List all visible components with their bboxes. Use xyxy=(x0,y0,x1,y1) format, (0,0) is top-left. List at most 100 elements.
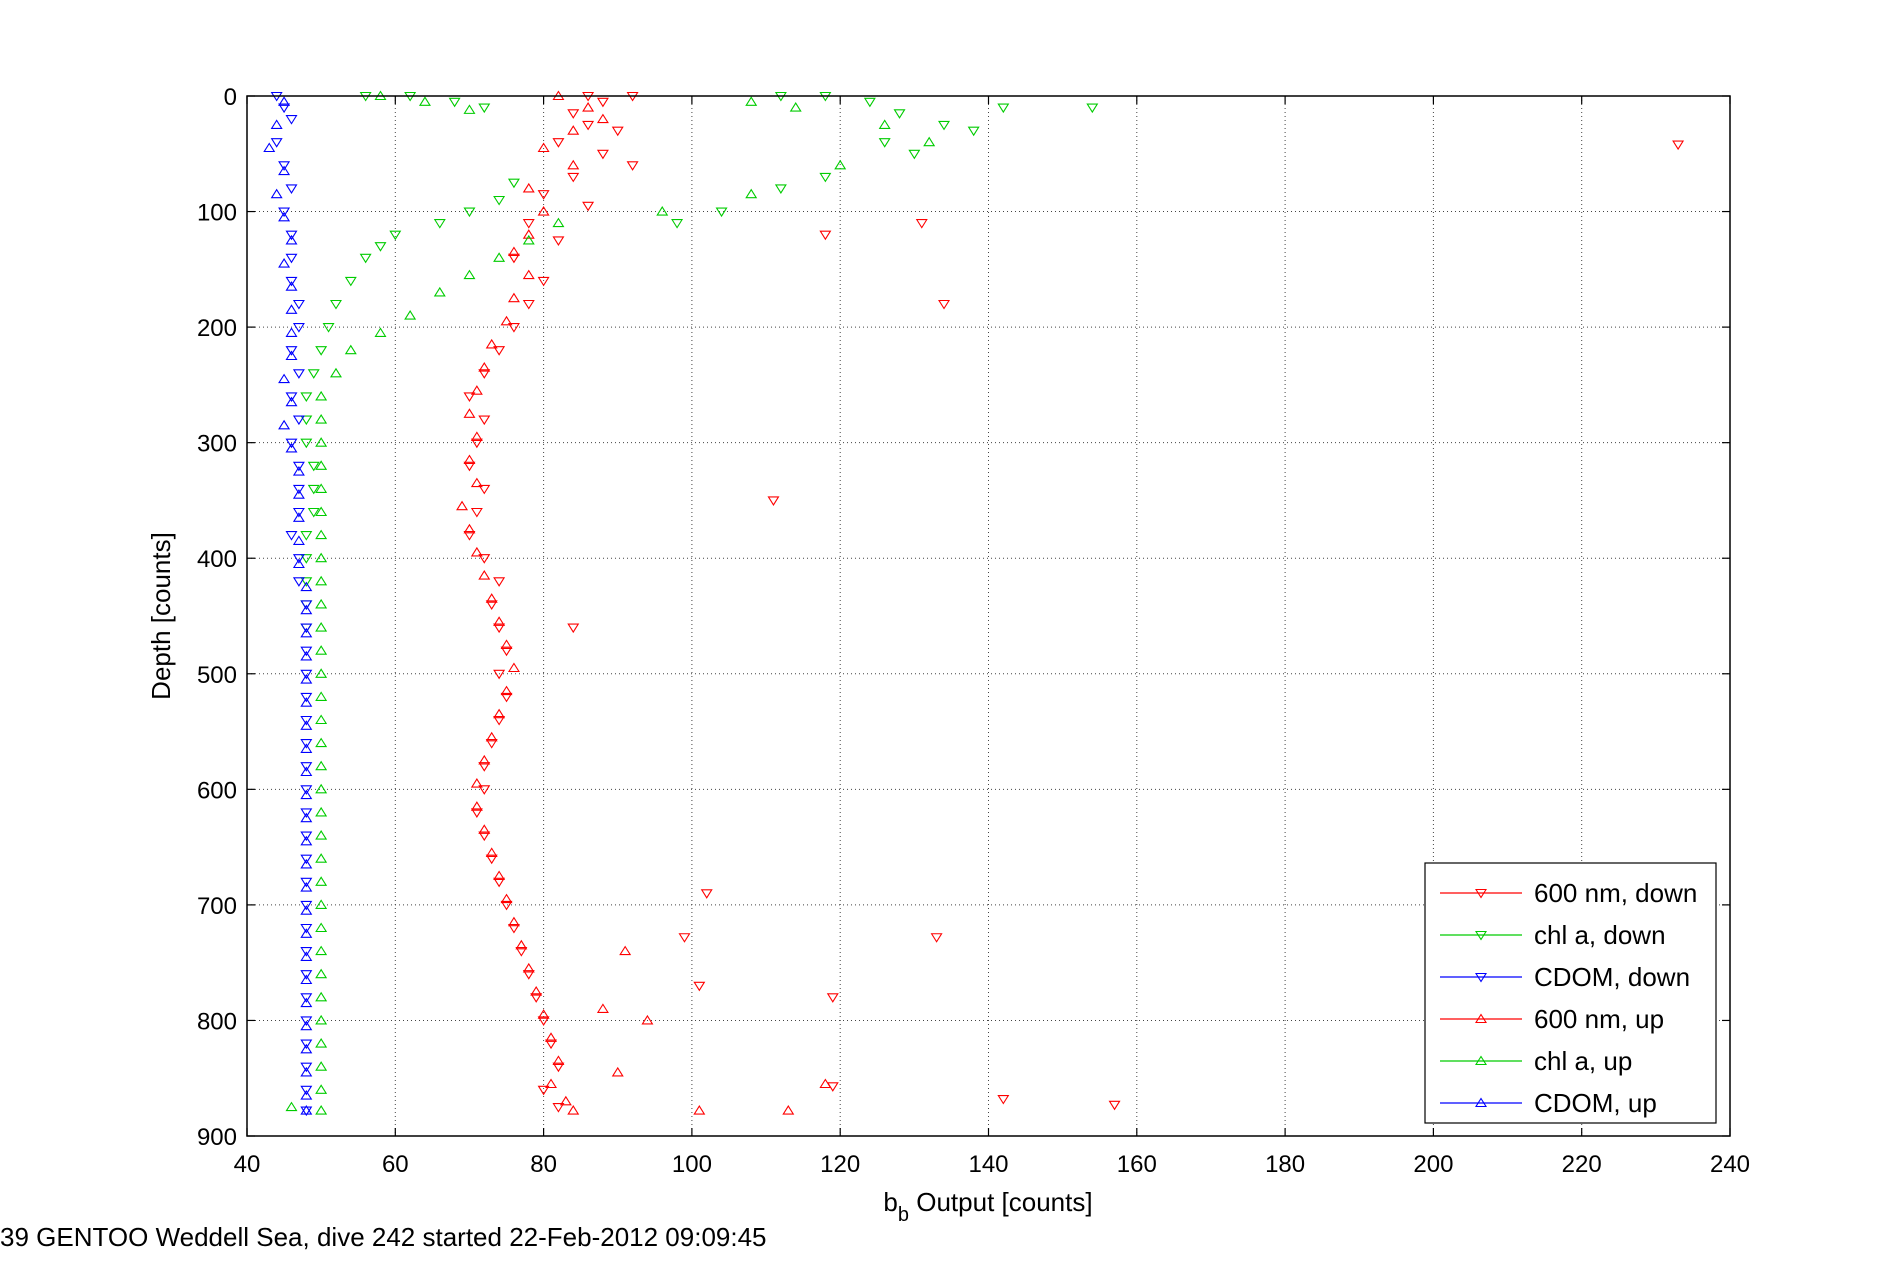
data-point xyxy=(263,142,276,153)
data-point xyxy=(300,392,313,402)
data-point xyxy=(315,899,328,909)
data-point xyxy=(507,246,520,257)
data-point xyxy=(285,276,298,287)
data-point xyxy=(300,905,313,915)
data-point xyxy=(300,1020,313,1031)
legend-box xyxy=(1424,862,1717,1124)
data-point xyxy=(485,600,498,610)
legend-entry: 600 nm, down xyxy=(1534,878,1697,908)
data-point xyxy=(433,219,446,229)
data-point xyxy=(292,299,305,310)
data-point xyxy=(300,623,313,634)
data-point xyxy=(493,577,506,587)
y-tick-label: 0 xyxy=(224,84,237,111)
data-point xyxy=(582,102,595,112)
data-point xyxy=(322,323,335,333)
y-tick-label: 900 xyxy=(197,1124,237,1151)
data-point xyxy=(463,392,476,402)
data-point xyxy=(552,1103,565,1113)
data-point xyxy=(300,789,313,800)
data-point xyxy=(300,577,313,587)
data-point xyxy=(285,304,298,314)
data-point xyxy=(285,1101,298,1112)
data-point xyxy=(270,119,283,129)
data-point xyxy=(300,808,313,818)
data-point xyxy=(300,720,313,730)
data-point xyxy=(292,323,305,333)
data-point xyxy=(300,835,313,846)
data-point xyxy=(300,438,313,449)
y-tick-label: 800 xyxy=(197,1008,237,1035)
data-point xyxy=(300,900,313,911)
data-point xyxy=(923,136,936,147)
data-point xyxy=(478,415,491,426)
data-point xyxy=(908,149,921,160)
data-point xyxy=(292,554,305,564)
data-point xyxy=(478,824,491,834)
data-point xyxy=(567,109,580,119)
data-point xyxy=(493,252,506,262)
data-point xyxy=(545,1039,558,1050)
data-point xyxy=(611,126,624,137)
data-point xyxy=(315,830,328,840)
dive-caption: 39 GENTOO Weddell Sea, dive 242 started … xyxy=(0,1222,767,1252)
data-point xyxy=(552,138,565,148)
data-point xyxy=(329,367,342,378)
data-point xyxy=(463,461,476,472)
series-cdom-down xyxy=(270,91,313,1117)
data-point xyxy=(278,161,291,171)
data-point xyxy=(470,431,483,441)
data-point xyxy=(671,219,684,229)
data-point xyxy=(530,986,543,996)
data-point xyxy=(300,812,313,823)
data-point xyxy=(485,847,498,857)
legend-entry: 600 nm, up xyxy=(1534,1004,1664,1034)
data-point xyxy=(389,230,402,241)
data-point xyxy=(292,507,305,518)
data-point xyxy=(819,1078,832,1089)
grid xyxy=(247,96,1730,1136)
data-point xyxy=(470,808,483,818)
data-point xyxy=(478,484,491,495)
data-point xyxy=(315,783,328,794)
data-point xyxy=(315,414,328,424)
data-point xyxy=(300,766,313,777)
data-point xyxy=(300,1105,313,1115)
data-point xyxy=(485,854,498,865)
data-point xyxy=(478,762,491,772)
data-point xyxy=(300,697,313,707)
data-point xyxy=(315,945,328,956)
data-point xyxy=(507,323,520,333)
data-point xyxy=(285,346,298,356)
data-point xyxy=(938,120,951,131)
data-point xyxy=(285,396,298,407)
data-point xyxy=(463,269,476,280)
data-point xyxy=(997,103,1010,114)
data-point xyxy=(300,993,313,1003)
data-point xyxy=(300,692,313,703)
data-point xyxy=(693,1105,706,1115)
y-tick-label: 300 xyxy=(197,431,237,458)
data-point xyxy=(485,593,498,603)
data-point xyxy=(315,390,328,401)
data-point xyxy=(1108,1100,1121,1111)
data-point xyxy=(626,161,639,171)
data-point xyxy=(315,691,328,701)
data-point xyxy=(619,945,632,956)
data-point xyxy=(596,113,609,124)
data-point xyxy=(930,933,943,943)
data-point xyxy=(552,236,565,246)
data-point xyxy=(485,739,498,749)
data-point xyxy=(307,461,320,472)
data-point xyxy=(478,754,491,765)
data-point xyxy=(826,993,839,1003)
data-point xyxy=(315,506,328,517)
data-point xyxy=(278,258,291,268)
data-point xyxy=(567,159,580,170)
data-point xyxy=(292,512,305,522)
legend-entry: chl a, up xyxy=(1534,1046,1632,1076)
data-point xyxy=(300,947,313,957)
data-point xyxy=(278,207,291,218)
data-point xyxy=(470,477,483,488)
x-tick-label: 220 xyxy=(1562,1151,1602,1178)
